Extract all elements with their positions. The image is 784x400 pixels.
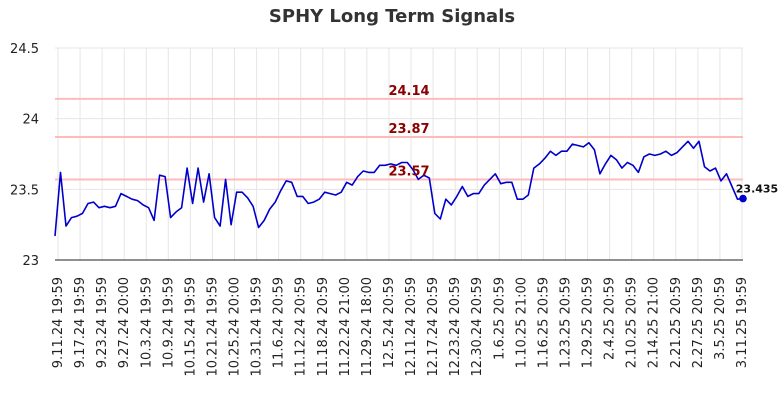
last-point-marker <box>739 194 747 203</box>
x-tick-label: 11.6.24 20:59 <box>272 277 287 368</box>
x-tick-label: 1.16.25 20:59 <box>536 277 551 368</box>
y-tick-label: 23.5 <box>10 183 39 198</box>
last-value-label: 23.435 <box>736 183 778 196</box>
x-tick-label: 1.10.25 21:00 <box>514 277 529 368</box>
x-tick-label: 9.27.24 20:00 <box>117 277 132 368</box>
y-tick-label: 23 <box>22 254 39 269</box>
x-tick-label: 12.17.24 20:59 <box>426 277 441 377</box>
x-tick-label: 3.11.25 19:59 <box>735 277 750 368</box>
y-tick-label: 24 <box>22 113 39 128</box>
x-tick-label: 10.3.24 19:59 <box>139 277 154 368</box>
x-tick-label: 1.23.25 20:59 <box>558 277 573 368</box>
x-tick-label: 2.10.25 20:59 <box>625 277 640 368</box>
x-tick-label: 11.22.24 21:00 <box>338 277 353 377</box>
y-tick-label: 24.5 <box>10 42 39 57</box>
x-tick-label: 2.27.25 20:59 <box>691 277 706 368</box>
x-tick-label: 10.9.24 19:59 <box>161 277 176 368</box>
x-tick-label: 10.25.24 20:00 <box>228 277 243 377</box>
x-tick-label: 1.6.25 20:59 <box>492 277 507 360</box>
x-tick-label: 10.15.24 19:59 <box>183 277 198 377</box>
x-tick-label: 1.29.25 20:59 <box>581 277 596 368</box>
x-tick-label: 12.30.24 20:59 <box>470 277 485 377</box>
x-tick-label: 2.14.25 21:00 <box>647 277 662 368</box>
x-tick-label: 12.11.24 20:59 <box>404 277 419 377</box>
x-tick-label: 11.12.24 20:59 <box>294 277 309 377</box>
x-tick-label: 2.21.25 20:59 <box>669 277 684 368</box>
series-line <box>54 140 744 237</box>
x-tick-label: 11.18.24 20:59 <box>316 277 331 377</box>
chart-title: SPHY Long Term Signals <box>268 6 516 27</box>
x-tick-label: 12.5.24 20:59 <box>382 277 397 368</box>
x-tick-label: 11.29.24 18:00 <box>360 277 375 377</box>
reference-line-label: 23.57 <box>388 164 429 179</box>
x-tick-label: 10.31.24 19:59 <box>250 277 265 377</box>
x-tick-label: 10.21.24 19:59 <box>205 277 220 377</box>
x-tick-label: 9.11.24 19:59 <box>51 277 66 368</box>
reference-line-label: 24.14 <box>388 84 429 99</box>
x-tick-label: 3.5.25 20:59 <box>713 277 728 360</box>
x-tick-label: 9.17.24 19:59 <box>73 277 88 368</box>
x-tick-label: 2.4.25 20:59 <box>603 277 618 360</box>
x-tick-label: 12.23.24 20:59 <box>448 277 463 377</box>
x-tick-label: 9.23.24 19:59 <box>95 277 110 368</box>
reference-line-label: 23.87 <box>388 122 429 137</box>
